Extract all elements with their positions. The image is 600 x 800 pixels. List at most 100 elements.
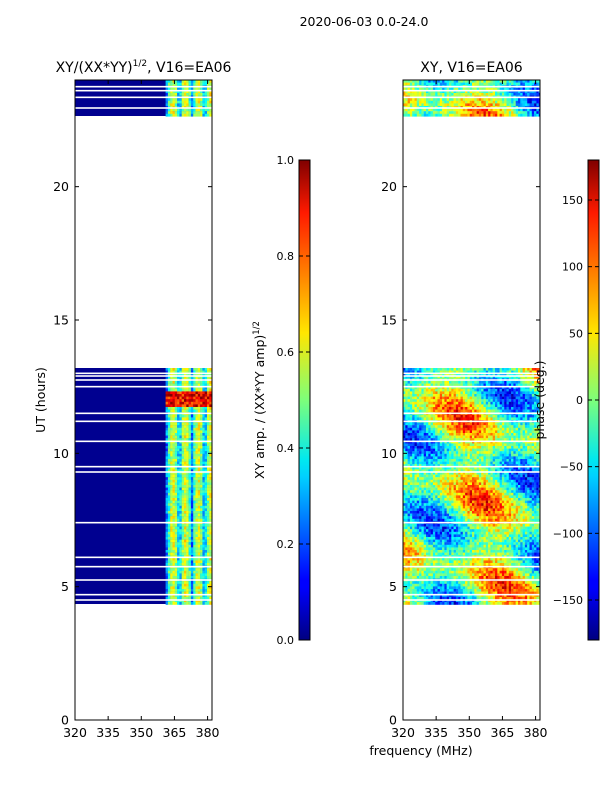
heatmap-cell <box>165 511 169 514</box>
heatmap-cell <box>428 417 431 421</box>
heatmap-cell <box>455 427 459 431</box>
heatmap-cell <box>165 414 169 418</box>
heatmap-cell <box>170 93 173 96</box>
heatmap-cell <box>195 435 198 439</box>
heatmap-cell <box>423 433 427 436</box>
heatmap-cell <box>403 396 406 400</box>
heatmap-cell <box>195 570 198 574</box>
heatmap-cell <box>529 448 532 452</box>
heatmap-cell <box>426 375 429 379</box>
heatmap-cell <box>200 534 203 538</box>
heatmap-cell <box>508 373 512 376</box>
heatmap-cell <box>172 93 175 96</box>
heatmap-cell <box>478 453 482 457</box>
heatmap-cell <box>197 503 201 506</box>
heatmap-cell <box>474 469 477 473</box>
heatmap-cell <box>453 399 457 402</box>
heatmap-cell <box>209 581 212 584</box>
heatmap-cell <box>444 404 447 408</box>
heatmap-cell <box>423 446 427 449</box>
heatmap-cell <box>200 451 203 454</box>
heatmap-cell <box>174 531 178 535</box>
heatmap-cell <box>499 440 503 444</box>
heatmap-cell <box>481 487 484 491</box>
heatmap-cell <box>469 399 473 402</box>
heatmap-cell <box>501 482 505 486</box>
heatmap-cell <box>488 474 491 478</box>
heatmap-cell <box>508 399 512 402</box>
heatmap-cell <box>504 407 507 410</box>
heatmap-cell <box>188 375 192 379</box>
heatmap-cell <box>529 383 532 387</box>
heatmap-cell <box>501 451 505 454</box>
heatmap-cell <box>412 477 415 480</box>
heatmap-cell <box>183 505 187 509</box>
heatmap-cell <box>181 383 185 387</box>
heatmap-cell <box>188 602 192 605</box>
heatmap-cell <box>492 396 496 400</box>
heatmap-cell <box>504 482 507 486</box>
heatmap-cell <box>511 451 514 454</box>
heatmap-cell <box>167 573 171 577</box>
heatmap-cell <box>177 466 180 470</box>
heatmap-cell <box>527 414 530 418</box>
heatmap-cell <box>190 503 194 506</box>
heatmap-cell <box>426 391 429 395</box>
heatmap-cell <box>179 557 182 561</box>
heatmap-cell <box>488 386 491 389</box>
heatmap-cell <box>428 370 431 374</box>
heatmap-cell <box>462 375 466 379</box>
heatmap-cell <box>190 440 194 444</box>
heatmap-cell <box>186 534 189 538</box>
heatmap-cell <box>529 386 532 389</box>
heatmap-cell <box>407 391 411 395</box>
heatmap-cell <box>190 438 194 441</box>
heatmap-cell <box>460 373 463 376</box>
heatmap-cell <box>490 482 493 486</box>
heatmap-cell <box>426 479 429 483</box>
heatmap-cell <box>449 368 452 371</box>
heatmap-cell <box>488 477 491 480</box>
heatmap-cell <box>462 446 466 449</box>
heatmap-cell <box>409 459 413 462</box>
heatmap-cell <box>195 440 198 444</box>
heatmap-cell <box>515 477 519 480</box>
heatmap-cell <box>476 443 480 447</box>
heatmap-cell <box>531 370 535 374</box>
heatmap-gap <box>75 556 212 559</box>
heatmap-cell <box>442 368 445 371</box>
heatmap-cell <box>527 435 530 439</box>
heatmap-cell <box>508 461 512 465</box>
heatmap-cell <box>481 459 484 462</box>
heatmap-cell <box>501 479 505 483</box>
heatmap-cell <box>200 487 203 491</box>
heatmap-cell <box>186 464 189 467</box>
heatmap-cell <box>170 594 173 597</box>
heatmap-cell <box>188 409 192 413</box>
heatmap-cell <box>469 409 473 413</box>
heatmap-cell <box>407 394 411 397</box>
heatmap-cell <box>465 466 468 470</box>
heatmap-cell <box>472 386 475 389</box>
heatmap-cell <box>478 386 482 389</box>
heatmap-cell <box>174 557 178 561</box>
heatmap-cell <box>536 479 539 483</box>
heatmap-cell <box>197 544 201 548</box>
heatmap-cell <box>172 459 175 462</box>
heatmap-cell <box>442 472 445 475</box>
heatmap-cell <box>536 394 539 397</box>
heatmap-cell <box>179 508 182 512</box>
heatmap-cell <box>403 430 406 434</box>
heatmap-cell <box>206 526 210 530</box>
heatmap-cell <box>492 469 496 473</box>
heatmap-cell <box>174 386 178 389</box>
heatmap-cell <box>467 440 470 444</box>
heatmap-cell <box>167 388 171 392</box>
heatmap-cell <box>442 388 445 392</box>
heatmap-cell <box>407 479 411 483</box>
heatmap-cell <box>195 563 198 566</box>
heatmap-cell <box>432 388 436 392</box>
heatmap-cell <box>492 472 496 475</box>
heatmap-cell <box>430 381 434 384</box>
heatmap-cell <box>167 111 171 114</box>
